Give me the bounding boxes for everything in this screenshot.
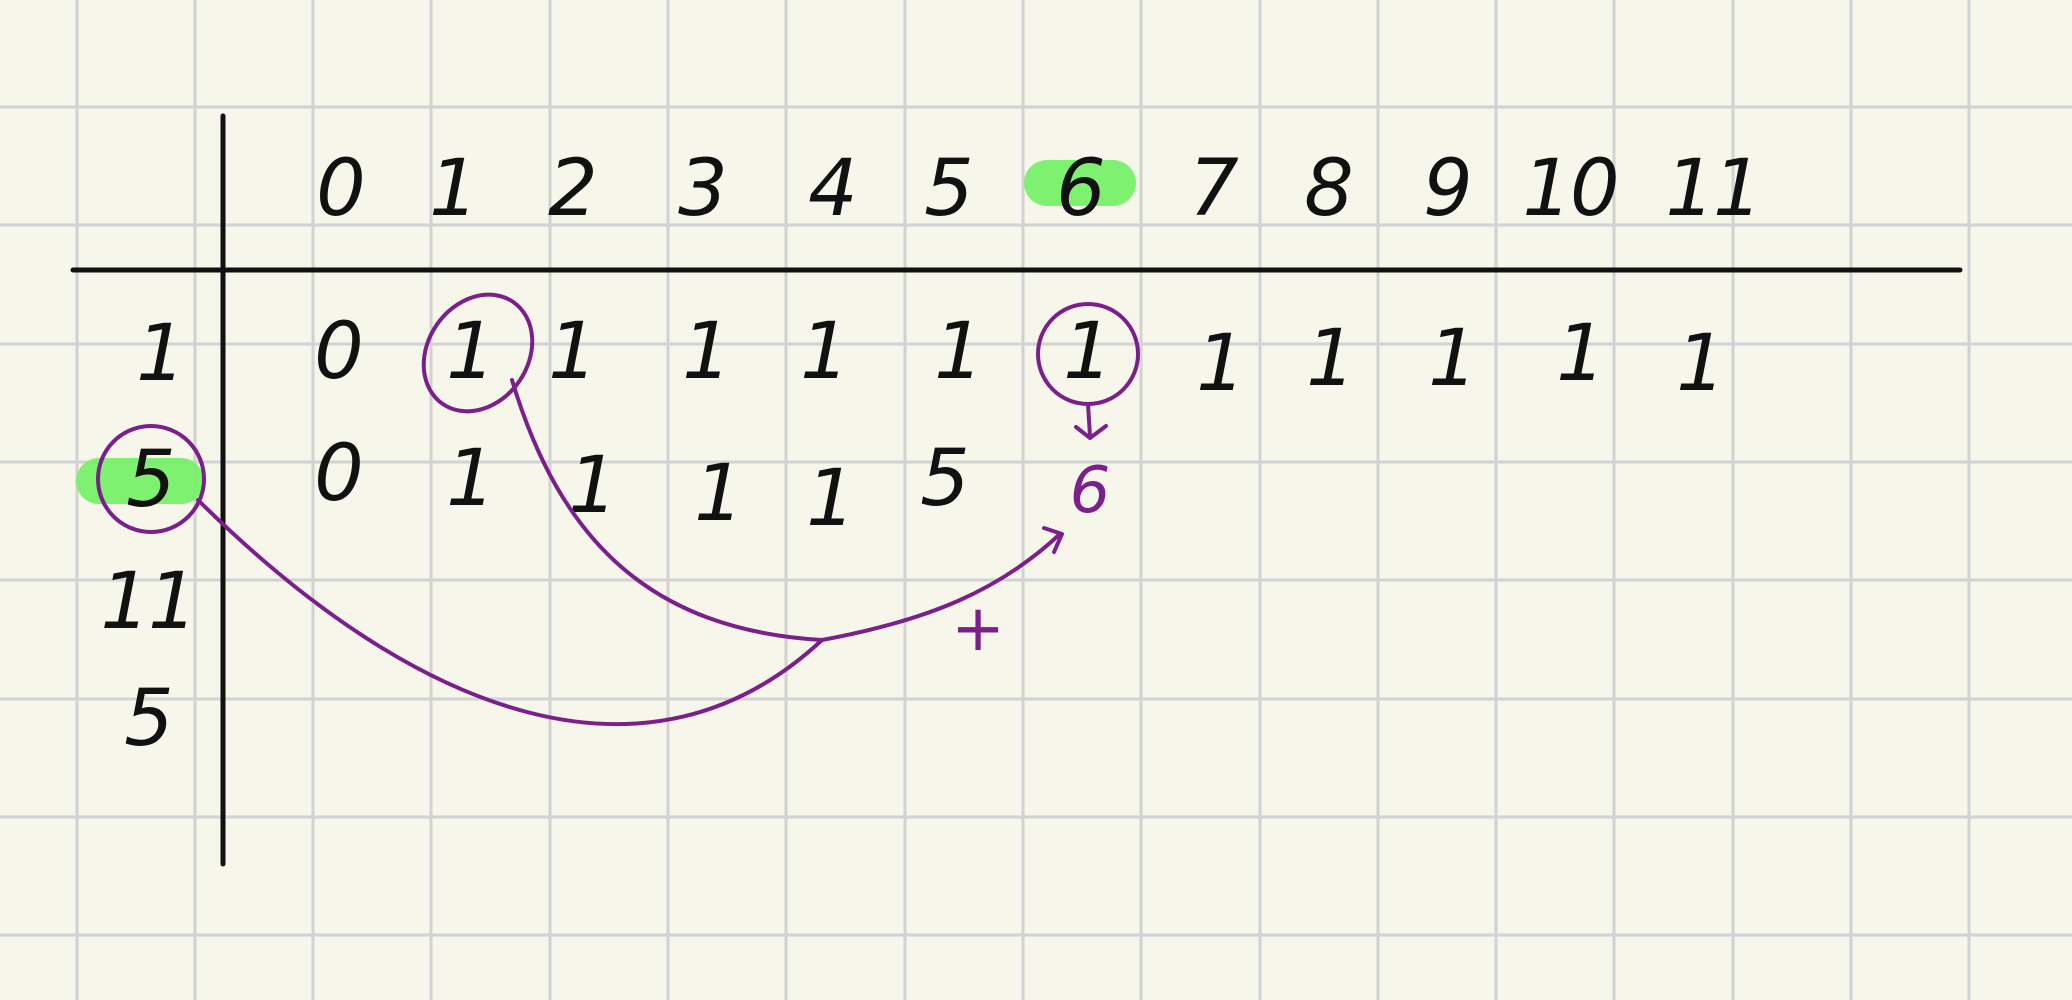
- plus-sign: +: [951, 592, 1005, 666]
- column-header: 10: [1522, 144, 1617, 234]
- table-cell: 1: [694, 449, 742, 539]
- table-cell: 0: [314, 429, 362, 519]
- result-6: 6: [1070, 454, 1111, 528]
- column-header: 4: [808, 144, 856, 234]
- table-cell: 5: [920, 434, 968, 524]
- table-cell: 1: [1306, 314, 1354, 404]
- row-label: 5: [124, 674, 172, 764]
- column-header: 1: [429, 144, 477, 234]
- row-label: 1: [136, 309, 184, 399]
- table-cell: 0: [314, 307, 362, 397]
- column-header: 5: [924, 144, 972, 234]
- table-cell: 1: [806, 454, 854, 544]
- column-header: 3: [678, 144, 726, 234]
- table-cell: 1: [1556, 309, 1604, 399]
- table-cell: 1: [1063, 307, 1111, 397]
- table-cell: 1: [1196, 319, 1244, 409]
- column-header: 7: [1189, 144, 1238, 234]
- column-header: 8: [1304, 144, 1352, 234]
- table-cell: 1: [446, 307, 494, 397]
- column-header: 9: [1423, 144, 1471, 234]
- table-cell: 1: [800, 307, 848, 397]
- table-cell: 1: [548, 307, 596, 397]
- table-cell: 1: [1676, 319, 1724, 409]
- column-header: 11: [1665, 144, 1760, 234]
- column-header: 0: [316, 144, 364, 234]
- table-cell: 1: [682, 307, 730, 397]
- row-label: 11: [100, 557, 195, 647]
- table-cell: 1: [1428, 314, 1476, 404]
- table-cell: 1: [446, 434, 494, 524]
- column-header: 2: [548, 144, 596, 234]
- column-header: 6: [1056, 144, 1104, 234]
- row-label: 5: [126, 435, 174, 525]
- table-cell: 1: [934, 307, 982, 397]
